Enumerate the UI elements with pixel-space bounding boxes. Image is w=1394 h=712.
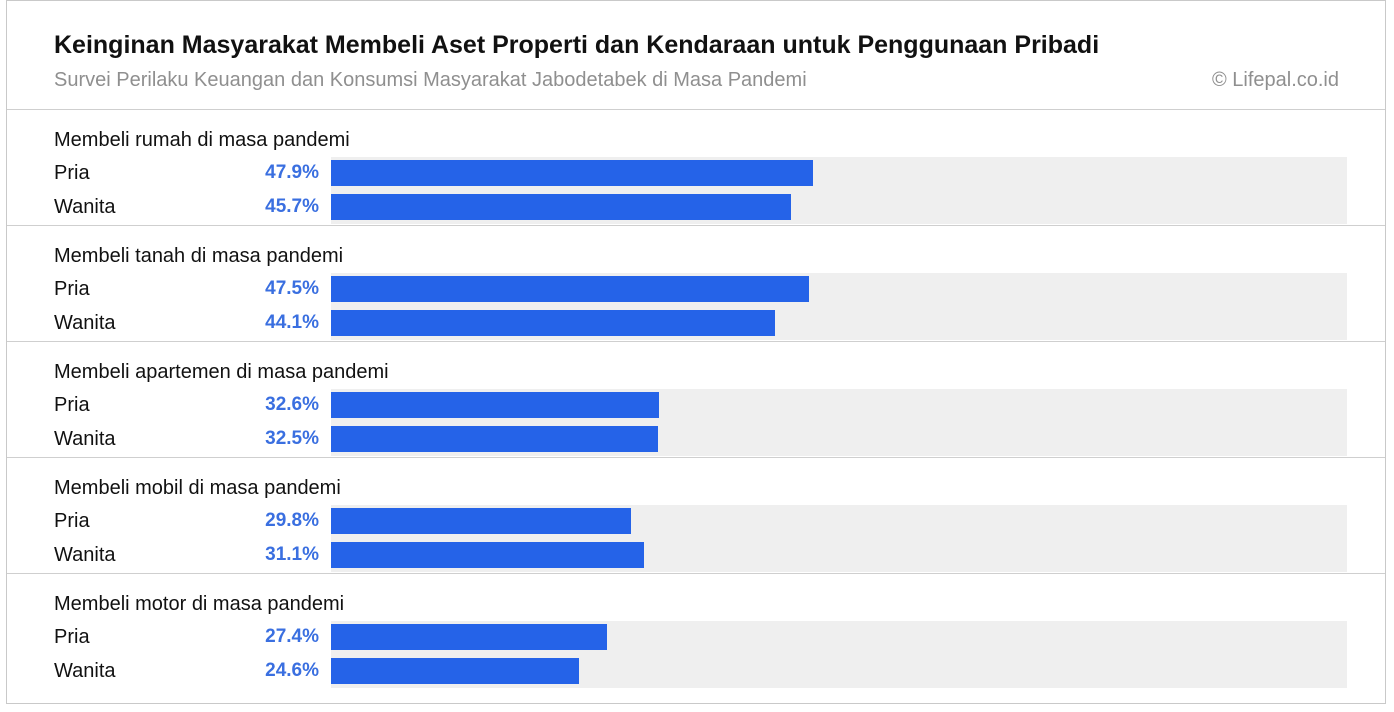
value-label: 47.9% — [265, 162, 319, 183]
source-credit: © Lifepal.co.id — [1211, 69, 1339, 91]
category-label: Wanita — [54, 544, 116, 566]
value-label: 32.5% — [265, 428, 319, 449]
panel-title: Membeli rumah di masa pandemi — [54, 129, 350, 151]
value-label: 47.5% — [265, 278, 319, 299]
chart-panel: Membeli rumah di masa pandemi Pria 47.9% Wa… — [7, 109, 1385, 225]
chart-panel: Membeli apartemen di masa pandemi Pria 32.… — [7, 341, 1385, 457]
panel-title: Membeli tanah di masa pandemi — [54, 245, 344, 267]
panel-title: Membeli apartemen di masa pandemi — [54, 361, 389, 383]
category-label: Wanita — [54, 660, 116, 682]
chart-card: Keinginan Masyarakat Membeli Aset Proper… — [6, 0, 1386, 704]
chart-panel: Membeli tanah di masa pandemi Pria 47.5% Wa… — [7, 225, 1385, 341]
category-label: Pria — [54, 162, 90, 184]
category-label: Wanita — [54, 312, 116, 334]
panel-title: Membeli motor di masa pandemi — [54, 593, 345, 615]
panel-title: Membeli mobil di masa pandemi — [54, 477, 341, 499]
bar — [331, 508, 632, 534]
bar — [331, 276, 810, 302]
value-label: 24.6% — [265, 660, 319, 681]
value-label: 45.7% — [265, 196, 319, 217]
chart-panel: Membeli motor di masa pandemi Pria 27.4% Wa… — [7, 573, 1385, 689]
value-label: 32.6% — [265, 394, 319, 415]
bar — [331, 624, 607, 650]
category-label: Pria — [54, 394, 90, 416]
bar — [331, 392, 660, 418]
bar — [331, 160, 814, 186]
category-label: Wanita — [54, 196, 116, 218]
bar — [331, 426, 659, 452]
value-label: 27.4% — [265, 626, 319, 647]
bar — [331, 658, 579, 684]
category-label: Pria — [54, 278, 90, 300]
chart-subtitle: Survei Perilaku Keuangan dan Konsumsi Ma… — [54, 69, 807, 91]
value-label: 29.8% — [265, 510, 319, 531]
category-label: Pria — [54, 626, 90, 648]
chart-title: Keinginan Masyarakat Membeli Aset Proper… — [54, 31, 1100, 59]
bar — [331, 310, 776, 336]
category-label: Pria — [54, 510, 90, 532]
bar — [331, 542, 645, 568]
category-label: Wanita — [54, 428, 116, 450]
value-label: 31.1% — [265, 544, 319, 565]
value-label: 44.1% — [265, 312, 319, 333]
bar — [331, 194, 792, 220]
chart-panel: Membeli mobil di masa pandemi Pria 29.8% Wa… — [7, 457, 1385, 573]
